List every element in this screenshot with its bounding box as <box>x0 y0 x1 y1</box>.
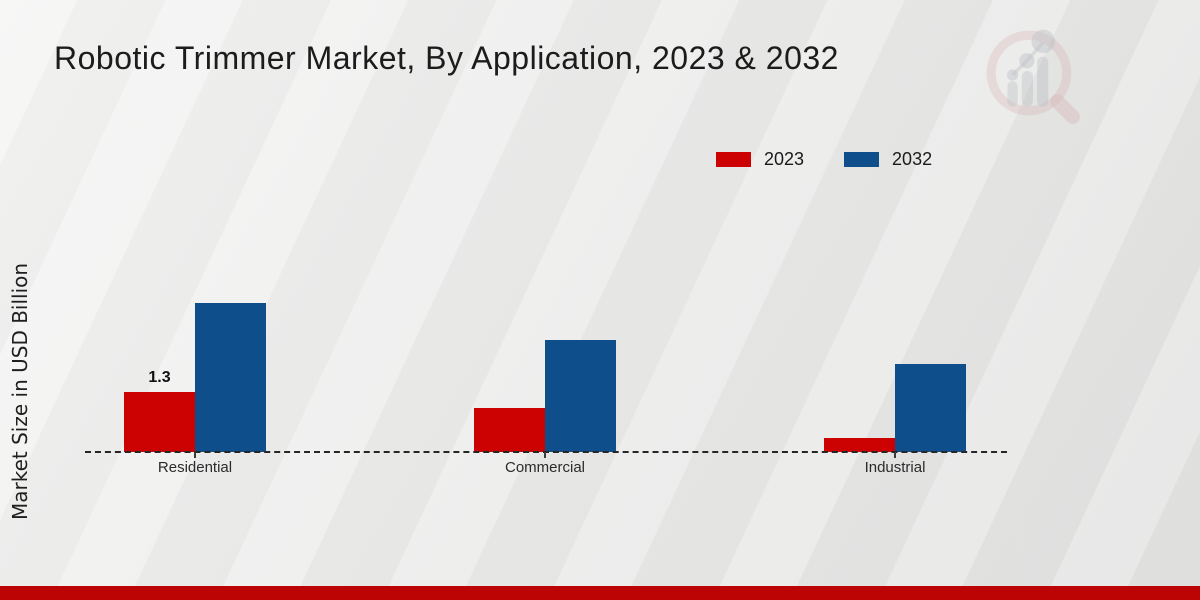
legend-swatch-2023 <box>716 152 751 167</box>
axis-tick-commercial <box>544 452 546 458</box>
category-label-commercial: Commercial <box>504 459 585 476</box>
baseline-dashed-line <box>85 451 1007 453</box>
page-title: Robotic Trimmer Market, By Application, … <box>54 40 839 76</box>
legend-label-2023: 2023 <box>764 149 805 169</box>
axis-tick-residential <box>194 452 196 458</box>
bar-2023-industrial <box>824 438 895 452</box>
market-research-future-logo-icon <box>986 29 1080 124</box>
bar-2032-industrial <box>895 364 966 452</box>
bar-2032-residential <box>195 303 266 452</box>
category-label-industrial: Industrial <box>864 459 926 476</box>
legend-item-2023: 2023 <box>716 149 804 170</box>
legend-item-2032: 2032 <box>844 149 932 170</box>
legend-label-2032: 2032 <box>892 149 933 169</box>
legend-swatch-2032 <box>844 152 880 167</box>
bar-value-label: 1.3 <box>148 368 171 386</box>
bar-2032-commercial <box>545 340 616 452</box>
bar-2023-commercial <box>474 408 545 452</box>
axis-tick-industrial <box>894 452 896 458</box>
bar-2023-residential <box>124 392 195 452</box>
category-label-residential: Residential <box>157 459 233 476</box>
footer-red-band <box>0 586 1200 600</box>
legend: 2023 2032 <box>716 149 932 170</box>
